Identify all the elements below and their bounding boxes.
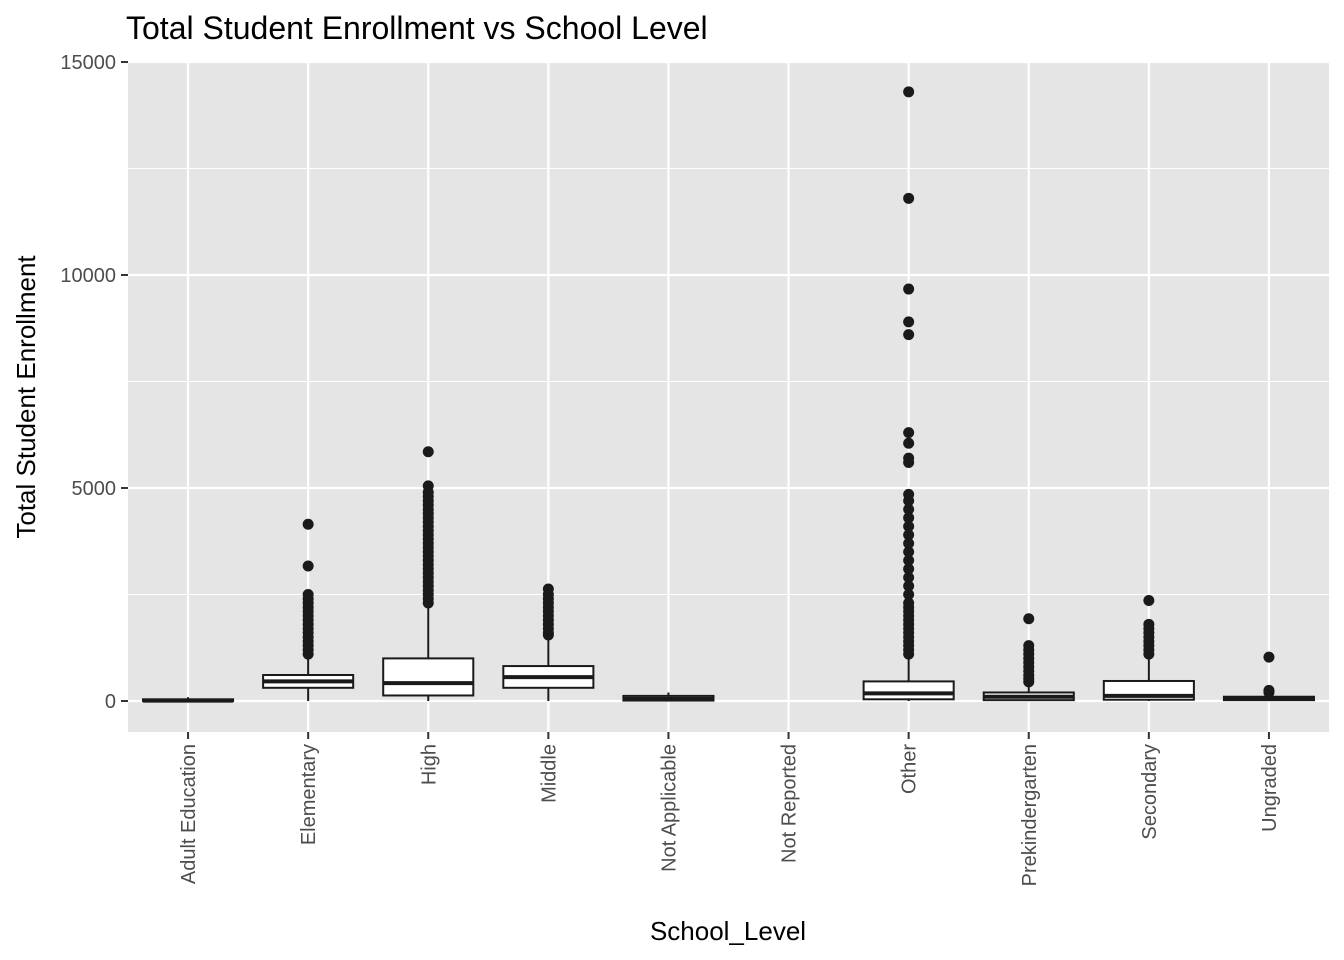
outlier-point (302, 560, 314, 572)
x-tick-label: Not Reported (779, 744, 801, 863)
outlier-point (903, 520, 915, 532)
x-tick-label: High (418, 744, 440, 785)
box-adult-education (142, 697, 235, 703)
outlier-point (903, 512, 915, 524)
box-not-applicable (622, 692, 715, 702)
x-tick-label: Ungraded (1259, 744, 1281, 832)
outlier-point (903, 503, 915, 515)
x-axis: Adult Education Elementary High Middle Not A… (178, 732, 1281, 886)
outlier-point (903, 546, 915, 558)
y-tick-label: 15000 (60, 52, 116, 74)
outlier-point (1143, 594, 1155, 606)
box-series (142, 86, 1315, 703)
box-secondary (1102, 594, 1195, 701)
box-middle (502, 583, 595, 701)
outlier-point (903, 571, 915, 583)
outlier-point (302, 518, 314, 530)
y-axis-title: Total Student Enrollment (11, 255, 41, 539)
outlier-point (903, 597, 915, 609)
x-tick-label: Prekindergarten (1019, 744, 1041, 886)
box-ungraded (1222, 651, 1315, 702)
outlier-point (422, 480, 434, 492)
outlier-point (1263, 651, 1275, 663)
outlier-point (903, 192, 915, 204)
y-tick-label: 0 (105, 691, 116, 713)
outlier-point (903, 580, 915, 592)
outlier-point (903, 437, 915, 449)
box-iqr (382, 657, 475, 697)
box-high (382, 446, 475, 701)
outlier-point (903, 283, 915, 295)
outlier-point (903, 554, 915, 566)
x-tick-label: Not Applicable (658, 744, 680, 872)
box-iqr (862, 680, 955, 701)
plot-panel (128, 62, 1329, 732)
y-tick-label: 10000 (60, 265, 116, 287)
outlier-point (903, 427, 915, 439)
x-axis-title: School_Level (650, 916, 806, 946)
outlier-point (1143, 618, 1155, 630)
outlier-point (1023, 640, 1035, 652)
outlier-point (1263, 684, 1275, 696)
outlier-point (903, 537, 915, 549)
outlier-point (903, 86, 915, 98)
outlier-point (302, 589, 314, 600)
outlier-point (542, 583, 554, 595)
outlier-point (903, 488, 915, 500)
y-axis: 0 5000 10000 15000 (60, 52, 128, 713)
box-prekindergarten (982, 613, 1075, 702)
outlier-point (422, 446, 434, 458)
outlier-point (903, 316, 915, 328)
outlier-point (903, 563, 915, 575)
outlier-point (903, 589, 915, 600)
x-tick-label: Elementary (298, 744, 320, 845)
outlier-point (1023, 613, 1035, 625)
chart-title: Total Student Enrollment vs School Level (126, 10, 708, 46)
outlier-point (903, 452, 915, 464)
x-tick-label: Middle (538, 744, 560, 803)
x-tick-label: Secondary (1139, 744, 1161, 840)
y-tick-label: 5000 (72, 478, 117, 500)
x-tick-label: Other (899, 744, 921, 794)
outlier-point (903, 529, 915, 541)
box-other (862, 86, 955, 701)
outlier-point (903, 329, 915, 341)
box-elementary (262, 518, 355, 701)
x-tick-label: Adult Education (178, 744, 200, 884)
